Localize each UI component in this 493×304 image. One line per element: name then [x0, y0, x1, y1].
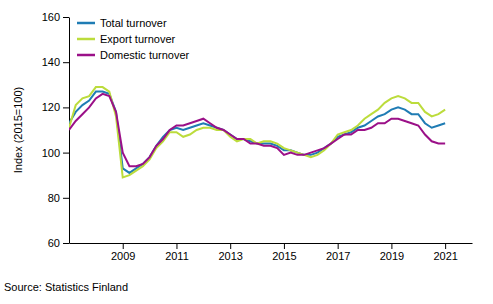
x-tick-mark — [445, 243, 446, 249]
y-tick: 60 — [48, 237, 69, 249]
series-line — [69, 94, 445, 166]
y-tick-mark — [63, 198, 69, 199]
y-tick-mark — [63, 17, 69, 18]
x-tick-label: 2009 — [111, 250, 135, 262]
y-tick-mark — [63, 107, 69, 108]
y-tick-mark — [63, 62, 69, 63]
lines — [69, 87, 445, 177]
y-tick-label: 100 — [42, 147, 60, 159]
legend-item: Total turnover — [77, 17, 167, 29]
x-tick: 2017 — [326, 243, 350, 262]
y-tick-label: 60 — [48, 237, 60, 249]
x-tick-label: 2011 — [165, 250, 189, 262]
x-tick: 2011 — [165, 243, 189, 262]
x-tick-mark — [123, 243, 124, 249]
x-axis-line — [70, 243, 473, 244]
series-line — [69, 92, 445, 173]
y-tick: 140 — [42, 56, 69, 68]
x-tick: 2009 — [111, 243, 135, 262]
y-tick: 80 — [48, 192, 69, 204]
legend-label: Domestic turnover — [100, 49, 190, 61]
series-line — [69, 87, 445, 177]
y-tick: 100 — [42, 147, 69, 159]
y-tick: 120 — [42, 101, 69, 113]
x-tick-mark — [391, 243, 392, 249]
x-tick: 2015 — [272, 243, 296, 262]
y-tick-label: 120 — [42, 101, 60, 113]
plot: 2009 2011 2013 2015 2017 2019 2021 60 80 100 120 14… — [42, 11, 473, 262]
x-axis: 2009 2011 2013 2015 2017 2019 2021 — [70, 243, 473, 262]
y-tick-label: 140 — [42, 56, 60, 68]
legend-swatch — [77, 22, 95, 25]
y-axis: 60 80 100 120 140 160 — [42, 11, 70, 249]
x-tick-label: 2013 — [218, 250, 242, 262]
legend-label: Total turnover — [100, 17, 167, 29]
y-tick: 160 — [42, 11, 69, 23]
x-tick-mark — [338, 243, 339, 249]
x-tick-label: 2019 — [380, 250, 404, 262]
legend-item: Domestic turnover — [77, 49, 190, 61]
y-axis-title: Index (2015=100) — [12, 87, 24, 174]
chart: 2009 2011 2013 2015 2017 2019 2021 60 80 100 120 14… — [0, 0, 493, 304]
x-tick: 2021 — [433, 243, 457, 262]
y-tick-label: 80 — [48, 192, 60, 204]
legend-swatch — [77, 38, 95, 41]
legend-label: Export turnover — [100, 33, 176, 45]
y-tick-mark — [63, 243, 69, 244]
x-tick-label: 2021 — [433, 250, 457, 262]
y-tick-label: 160 — [42, 11, 60, 23]
x-tick-label: 2017 — [326, 250, 350, 262]
source: Source: Statistics Finland — [4, 281, 128, 293]
x-tick-label: 2015 — [272, 250, 296, 262]
x-tick-mark — [284, 243, 285, 249]
legend: Total turnover Export turnover Domestic tu… — [77, 17, 190, 61]
y-tick-mark — [63, 153, 69, 154]
x-tick: 2019 — [380, 243, 404, 262]
legend-item: Export turnover — [77, 33, 176, 45]
x-tick-mark — [176, 243, 177, 249]
x-tick: 2013 — [218, 243, 242, 262]
legend-swatch — [77, 54, 95, 57]
x-tick-mark — [230, 243, 231, 249]
